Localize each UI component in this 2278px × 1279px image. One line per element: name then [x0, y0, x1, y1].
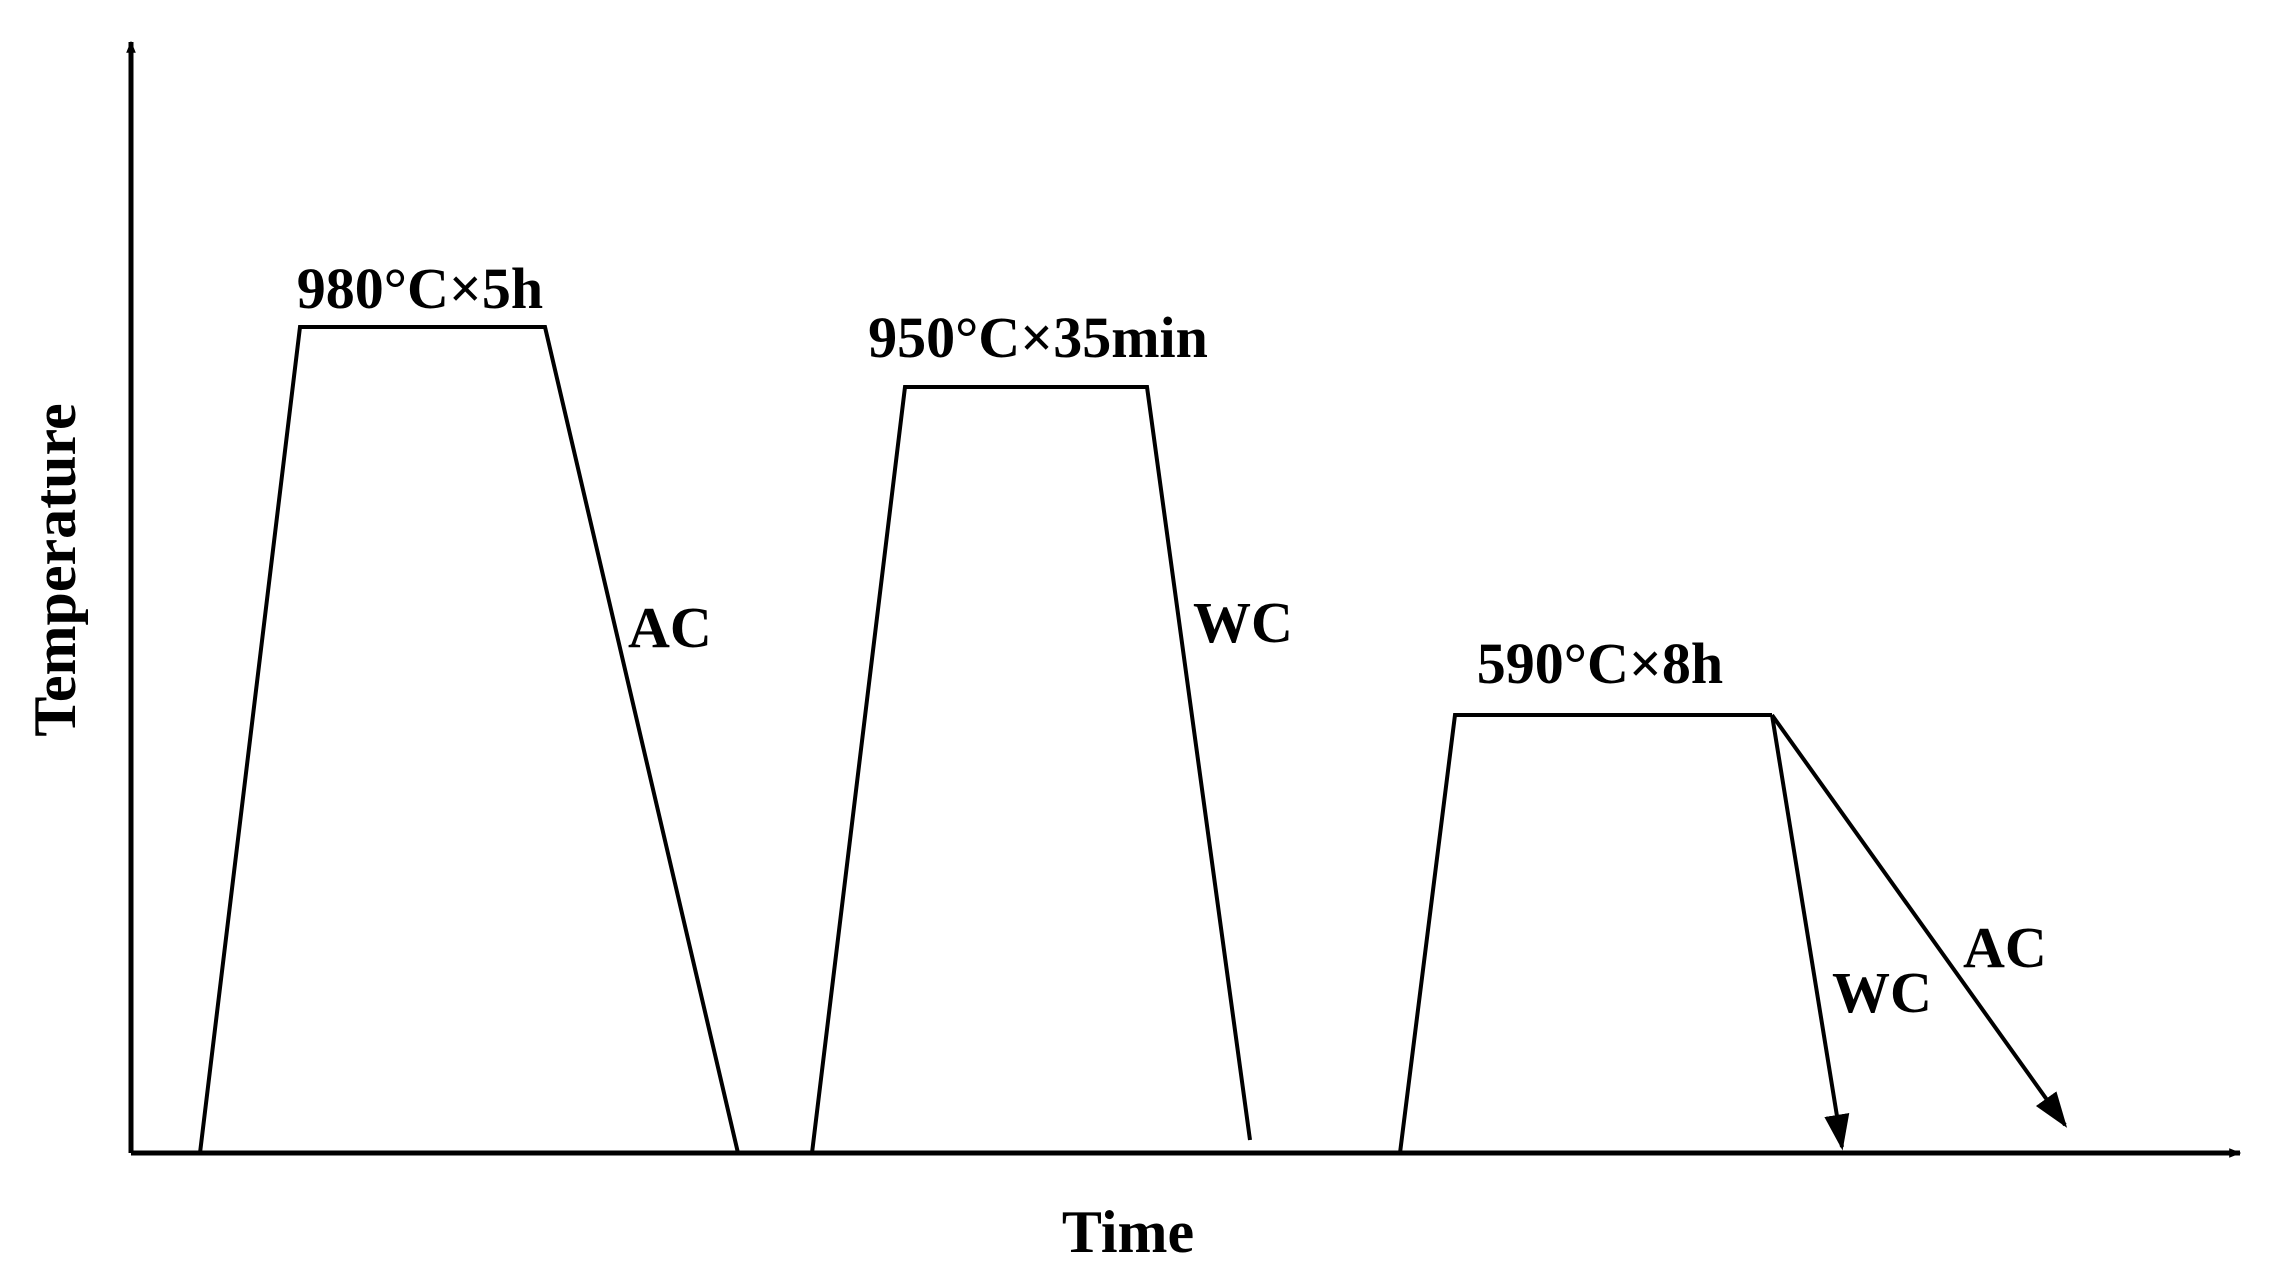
x-axis-label: Time: [1062, 1199, 1194, 1265]
step-3-wc-label: WC: [1832, 960, 1932, 1025]
step-1-label: 980°C×5h: [297, 256, 543, 321]
step-3-wc-arrow: [1770, 714, 1850, 1151]
step-2-label: 950°C×35min: [868, 305, 1208, 370]
step-1-profile: [198, 325, 740, 1154]
y-axis-label: Temperature: [22, 403, 88, 736]
step-2-cooling-label: WC: [1193, 590, 1293, 655]
step-3-ac-arrow: [1770, 713, 2068, 1128]
treatment-step-3: 590°C×8h WC AC: [1398, 631, 2068, 1154]
axes: [126, 40, 2242, 1158]
treatment-step-2: 950°C×35min WC: [810, 305, 1293, 1154]
step-3-ac-label: AC: [1963, 915, 2047, 980]
step-3-label: 590°C×8h: [1477, 631, 1723, 696]
step-3-profile: [1398, 713, 1772, 1154]
step-2-profile: [810, 385, 1252, 1154]
treatment-step-1: 980°C×5h AC: [198, 256, 740, 1154]
step-1-cooling-label: AC: [628, 595, 712, 660]
